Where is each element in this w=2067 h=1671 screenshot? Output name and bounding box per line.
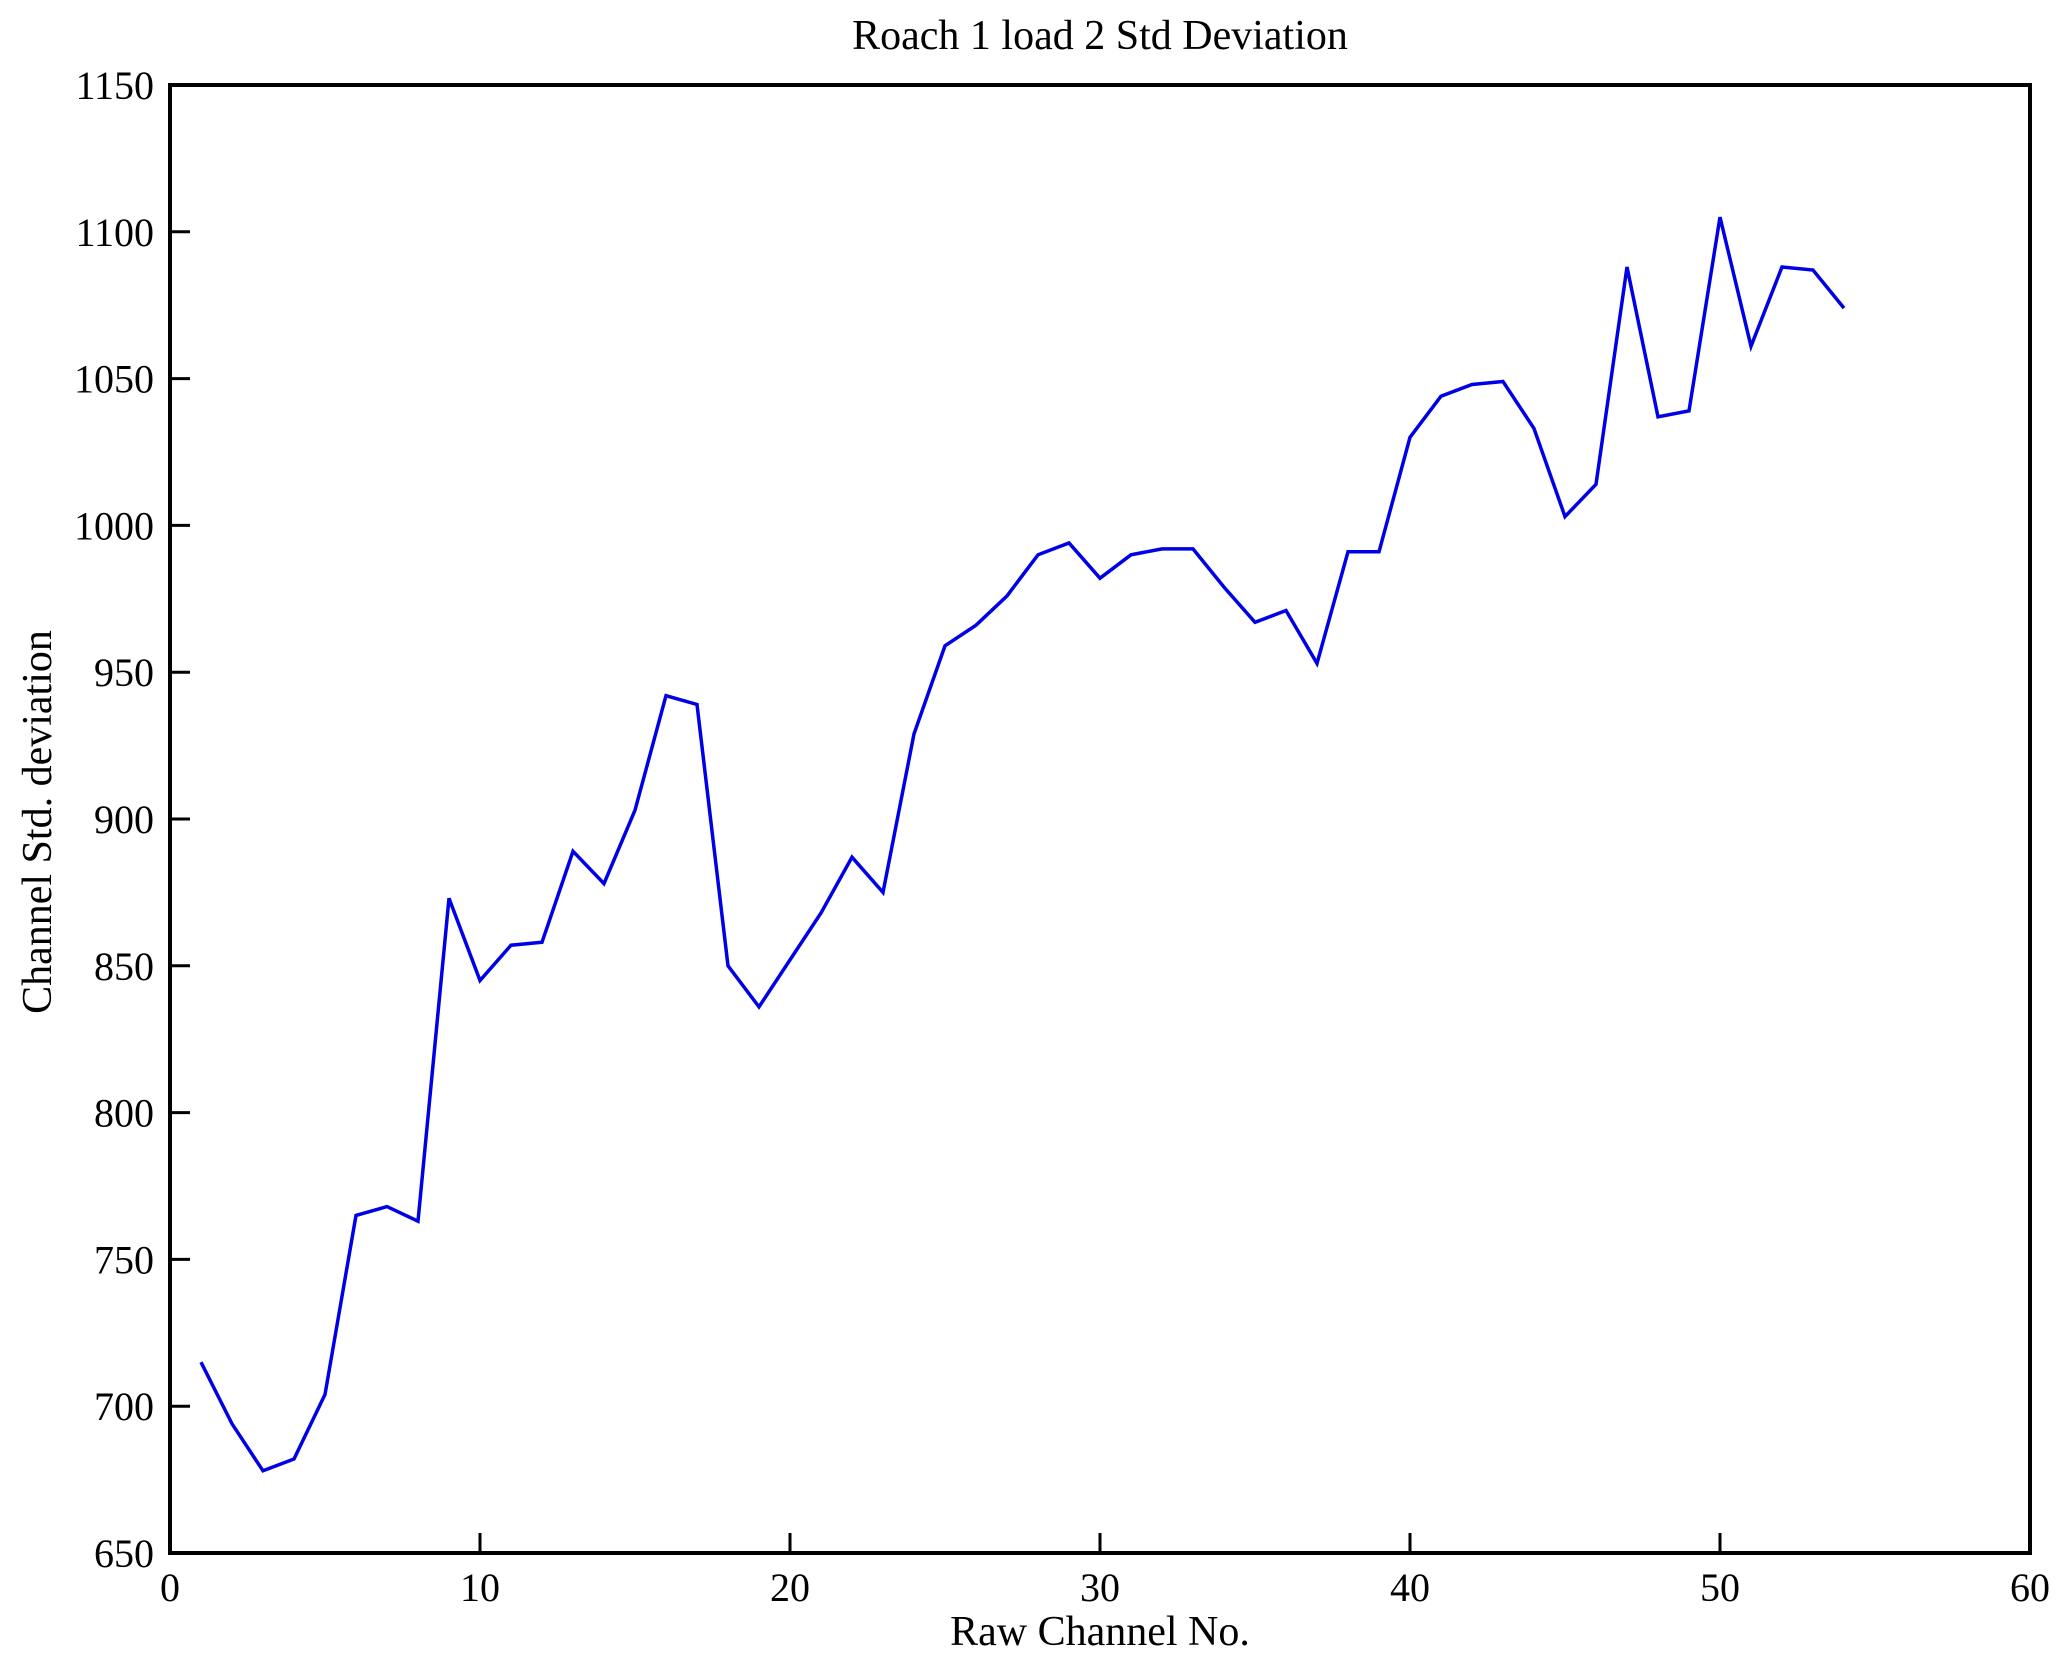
y-tick-label: 700 — [94, 1384, 154, 1429]
data-line — [199, 216, 1846, 1473]
plot-box — [168, 83, 2032, 1555]
x-tick-label: 0 — [160, 1565, 180, 1610]
x-tick-label: 20 — [770, 1565, 810, 1610]
y-tick-label: 850 — [94, 944, 154, 989]
y-tick-label: 800 — [94, 1091, 154, 1136]
plot-area: 0 10 20 30 40 50 60 650 700 750 800 850 900 950 1000 10… — [74, 63, 2050, 1610]
x-tick-label: 60 — [2010, 1565, 2050, 1610]
x-tick-label: 50 — [1700, 1565, 1740, 1610]
y-tick-label: 1000 — [74, 503, 154, 548]
chart-title: Roach 1 load 2 Std Deviation — [852, 13, 1348, 59]
y-axis-label: Channel Std. deviation — [15, 630, 61, 1014]
y-tick-label: 1150 — [75, 63, 154, 108]
x-tick-label: 30 — [1080, 1565, 1120, 1610]
y-tick-label: 650 — [94, 1531, 154, 1576]
x-axis-label: Raw Channel No. — [950, 1609, 1250, 1655]
y-tick-label: 950 — [94, 650, 154, 695]
x-tick-label: 40 — [1390, 1565, 1430, 1610]
y-tick-label: 750 — [94, 1237, 154, 1282]
y-tick-label: 1050 — [74, 357, 154, 402]
y-tick-label: 1100 — [75, 210, 154, 255]
y-tick-label: 900 — [94, 797, 154, 842]
x-tick-label: 10 — [460, 1565, 500, 1610]
